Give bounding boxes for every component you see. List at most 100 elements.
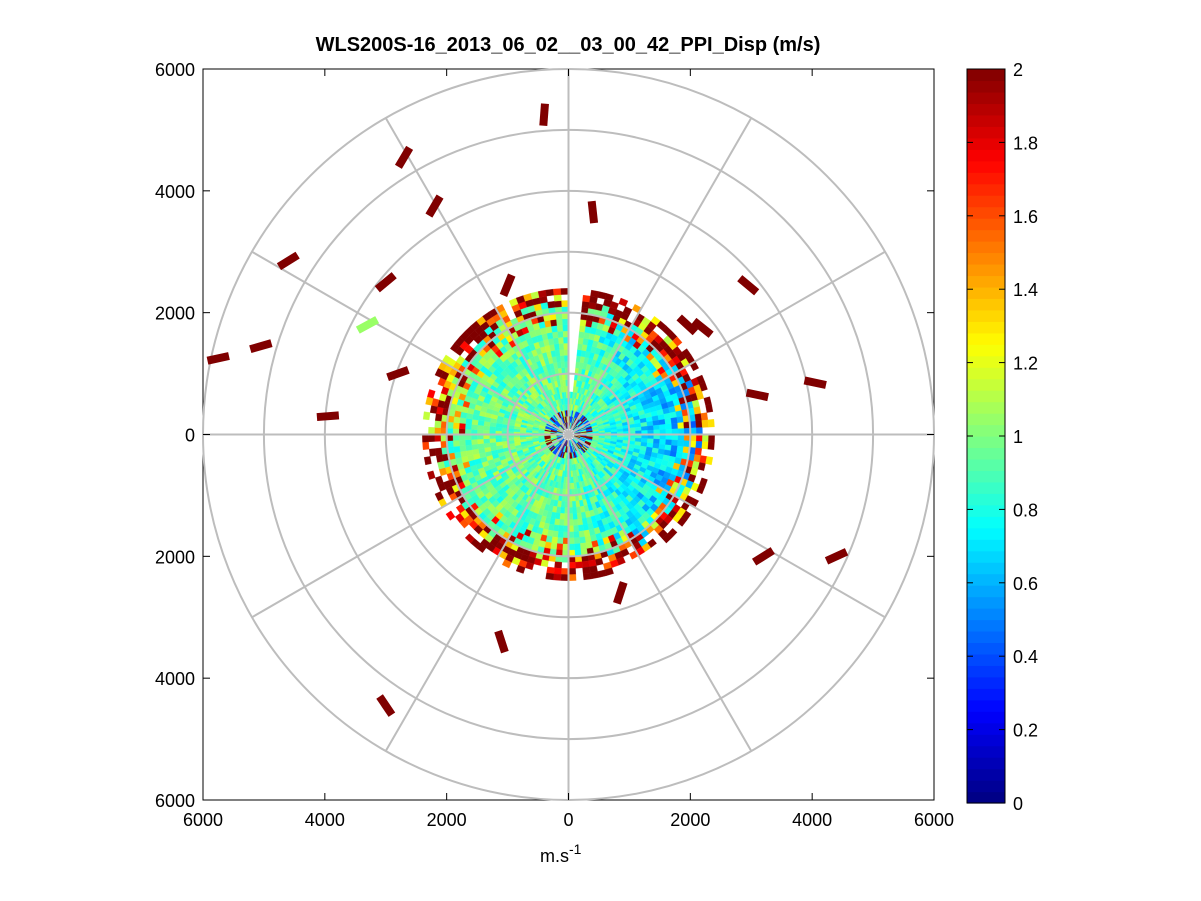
scan-cell xyxy=(590,289,600,298)
grid-spoke xyxy=(251,433,569,619)
scan-cell xyxy=(577,524,584,532)
isolated-return xyxy=(676,314,699,336)
isolated-return xyxy=(386,366,410,382)
isolated-return xyxy=(394,145,414,169)
colorbar-band xyxy=(967,229,1005,242)
scan-cell xyxy=(471,443,479,450)
scan-cell xyxy=(676,445,684,453)
colorbar-band xyxy=(967,447,1005,460)
scan-cell xyxy=(560,361,566,369)
scan-cell xyxy=(550,319,558,327)
colorbar-band xyxy=(967,608,1005,621)
x-tick-label: 4000 xyxy=(305,810,345,830)
grid-spoke xyxy=(567,117,753,435)
colorbar-band xyxy=(967,114,1005,127)
x-tick-label: 4000 xyxy=(792,810,832,830)
scan-cell xyxy=(554,349,561,357)
colorbar-band xyxy=(967,218,1005,231)
scan-cell xyxy=(582,572,592,581)
y-tick-label: 2000 xyxy=(155,547,195,567)
scan-cell xyxy=(563,385,567,393)
scan-cell xyxy=(576,512,583,520)
scan-cell xyxy=(676,416,684,424)
chart-title: WLS200S-16_2013_06_02__03_00_42_PPI_Disp… xyxy=(316,34,821,56)
scan-cell xyxy=(701,441,709,450)
scan-cell xyxy=(464,423,472,430)
scan-cell xyxy=(471,424,478,430)
scan-cell xyxy=(560,355,565,362)
scan-cell xyxy=(554,561,562,569)
scan-cell xyxy=(584,535,592,543)
isolated-return xyxy=(494,629,509,654)
colorbar-band xyxy=(967,745,1005,758)
scan-cell xyxy=(696,434,703,442)
grid-spoke xyxy=(384,117,570,435)
scan-cell xyxy=(699,381,708,392)
isolated-return xyxy=(751,547,775,566)
colorbar-tick-label: 0 xyxy=(1013,794,1023,814)
colorbar-band xyxy=(967,436,1005,449)
scan-cell xyxy=(572,513,578,520)
colorbar-band xyxy=(967,332,1005,345)
scan-cell xyxy=(570,482,575,490)
scan-cell xyxy=(653,438,660,445)
scan-cell xyxy=(579,542,587,550)
scan-cell xyxy=(495,437,503,443)
scan-cell xyxy=(663,412,671,420)
scan-cell xyxy=(573,525,579,532)
grid-spoke xyxy=(568,433,886,619)
colorbar-tick-label: 1 xyxy=(1013,427,1023,447)
scan-cell xyxy=(573,537,581,545)
scan-cell xyxy=(464,533,475,544)
scan-cell xyxy=(573,531,580,539)
colorbar-band xyxy=(967,298,1005,311)
scan-cell xyxy=(452,440,460,447)
isolated-return xyxy=(613,581,628,605)
colorbar-band xyxy=(967,390,1005,403)
scan-cell xyxy=(583,529,591,537)
isolated-return xyxy=(355,316,380,334)
isolated-return xyxy=(745,388,769,402)
colorbar-tick-label: 1.6 xyxy=(1013,207,1038,227)
colorbar-tick-label: 1.8 xyxy=(1013,133,1038,153)
scan-cell xyxy=(453,445,461,453)
scan-cell xyxy=(669,411,677,419)
scan-cell xyxy=(458,422,466,430)
colorbar-band xyxy=(967,160,1005,173)
scan-cell xyxy=(647,425,654,431)
colorbar-band xyxy=(967,424,1005,437)
scan-cell xyxy=(453,416,461,424)
colorbar-band xyxy=(967,516,1005,529)
colorbar-band xyxy=(967,252,1005,265)
y-axis: 6000 4000 2000 0 2000 4000 6000 xyxy=(155,60,934,811)
colorbar-band xyxy=(967,413,1005,426)
scan-cell xyxy=(459,417,467,424)
x-tick-label: 2000 xyxy=(427,810,467,830)
scan-cell xyxy=(445,510,456,521)
scan-cell xyxy=(662,533,673,544)
scan-cell xyxy=(434,434,441,442)
scan-cell xyxy=(556,324,564,332)
isolated-return xyxy=(499,273,516,297)
scan-cell xyxy=(700,412,709,421)
scan-cell xyxy=(554,343,560,351)
scan-cell xyxy=(489,438,496,443)
scan-cell xyxy=(582,294,591,303)
scan-cell xyxy=(579,319,587,327)
scan-cell xyxy=(545,326,553,334)
scan-cell xyxy=(640,421,648,428)
colorbar-band xyxy=(967,367,1005,380)
scan-cell xyxy=(581,560,590,568)
scan-cell xyxy=(547,301,556,309)
grid-spoke xyxy=(384,434,570,752)
scan-cell xyxy=(429,405,438,414)
scan-cell xyxy=(551,536,558,544)
scan-cell xyxy=(489,441,497,448)
scan-cell xyxy=(707,441,715,450)
colorbar-band xyxy=(967,481,1005,494)
scan-cell xyxy=(553,573,562,581)
colorbar-band xyxy=(967,699,1005,712)
scan-cell xyxy=(545,288,555,297)
scan-cells xyxy=(422,288,715,581)
scan-cell xyxy=(452,422,460,429)
